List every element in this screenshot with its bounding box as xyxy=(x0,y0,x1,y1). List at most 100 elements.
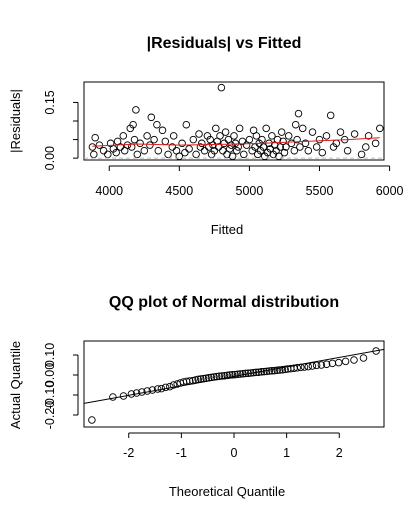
qq-data-point xyxy=(341,357,350,366)
qq-data-point xyxy=(322,360,331,368)
residuals-data-point xyxy=(245,135,254,144)
residuals-data-point xyxy=(195,130,203,138)
residuals-data-point xyxy=(140,146,149,155)
residuals-data-point xyxy=(227,141,235,149)
residuals-data-point xyxy=(293,135,301,144)
residuals-data-point xyxy=(212,124,220,133)
residuals-data-point xyxy=(200,146,209,155)
residuals-data-point xyxy=(196,143,205,151)
qq-y-axis-label: Actual Quantile xyxy=(8,341,23,429)
residuals-data-point xyxy=(235,124,244,133)
residuals-y-tick-label: 0.15 xyxy=(43,90,57,114)
residuals-data-point xyxy=(336,128,345,136)
qq-x-tick-label: 0 xyxy=(231,446,238,460)
residuals-data-point xyxy=(252,132,261,140)
residuals-data-point xyxy=(136,139,144,148)
qq-plot-panel: QQ plot of Normal distribution Theoretic… xyxy=(8,294,385,499)
residuals-data-point xyxy=(291,120,300,129)
residuals-data-point xyxy=(181,148,189,157)
residuals-plot-frame xyxy=(83,81,385,161)
residuals-data-point xyxy=(192,150,200,159)
qq-data-point xyxy=(334,358,343,367)
residuals-data-point xyxy=(214,143,223,151)
residuals-data-point xyxy=(362,143,370,151)
residuals-data-point xyxy=(233,146,241,155)
residuals-chart-title: |Residuals| vs Fitted xyxy=(147,35,302,52)
residuals-data-point xyxy=(90,150,98,159)
residuals-data-point xyxy=(133,150,142,159)
residuals-data-point xyxy=(322,132,331,140)
residuals-data-point xyxy=(88,143,97,151)
residuals-data-point xyxy=(220,139,228,148)
residuals-data-point xyxy=(284,132,293,140)
residuals-data-point xyxy=(169,132,178,140)
residuals-data-point xyxy=(226,145,234,153)
residuals-data-point xyxy=(262,124,270,133)
residuals-data-point xyxy=(150,135,158,144)
qq-reference_line-line xyxy=(83,348,385,404)
qq-data-point xyxy=(233,370,242,378)
residuals-data-point xyxy=(216,132,224,140)
residuals-smooth-line xyxy=(92,137,380,147)
qq-plot-frame xyxy=(83,340,385,428)
residuals-data-point xyxy=(308,128,317,136)
residuals-data-point xyxy=(116,143,125,151)
residuals-data-point xyxy=(95,141,104,149)
residuals-data-point xyxy=(164,150,172,159)
residuals-data-point xyxy=(296,143,304,151)
qq-data-point xyxy=(153,385,162,393)
residuals-data-point xyxy=(104,150,112,159)
qq-data-point xyxy=(270,366,279,375)
qq-plot-marks xyxy=(83,347,385,424)
qq-y-tick-label: 0.10 xyxy=(43,343,57,367)
residuals-y-tick-label: 0.00 xyxy=(43,146,57,170)
residuals-data-point xyxy=(147,113,156,122)
qq-chart-title: QQ plot of Normal distribution xyxy=(109,294,339,311)
qq-data-point xyxy=(359,354,368,362)
residuals-data-point xyxy=(343,146,352,155)
residuals-data-point xyxy=(282,143,290,151)
qq-x-tick-label: -1 xyxy=(176,446,187,460)
qq-data-point xyxy=(226,371,234,379)
qq-y-tick-label: -0.10 xyxy=(43,381,57,410)
qq-data-point xyxy=(312,361,321,370)
residuals-data-point xyxy=(268,132,276,140)
residuals-data-point xyxy=(189,135,198,144)
residuals-data-point xyxy=(217,83,226,92)
qq-x-tick-label: 1 xyxy=(283,446,290,460)
residuals-data-point xyxy=(275,152,283,161)
residuals-data-point xyxy=(230,132,238,140)
residuals-data-point xyxy=(350,130,359,138)
residuals-data-point xyxy=(209,141,217,149)
qq-data-point xyxy=(166,382,174,391)
residuals-data-point xyxy=(161,137,170,146)
residuals-data-point xyxy=(301,139,310,148)
residuals-data-point xyxy=(153,120,161,129)
residuals-x-tick-label: 4500 xyxy=(165,184,193,198)
qq-data-point xyxy=(273,366,281,374)
residuals-data-point xyxy=(168,143,177,151)
residuals-data-point xyxy=(315,135,324,144)
qq-data-point xyxy=(252,368,260,377)
residuals-data-point xyxy=(277,128,286,136)
qq-y-tick-label: 0.00 xyxy=(43,363,57,387)
residuals-data-point xyxy=(294,109,303,118)
residuals-data-point xyxy=(185,145,193,153)
residuals-data-point xyxy=(129,120,137,129)
qq-data-point xyxy=(268,367,276,375)
residuals-data-point xyxy=(221,128,230,136)
residuals-data-point xyxy=(326,111,335,120)
residuals-x-tick-label: 5500 xyxy=(306,184,334,198)
residuals-data-point xyxy=(154,146,163,155)
residuals-x-axis-label: Fitted xyxy=(211,222,244,237)
residuals-y-axis-label: |Residuals| xyxy=(8,89,23,153)
residuals-data-point xyxy=(158,126,167,135)
qq-y-tick-label: -0.20 xyxy=(43,401,57,430)
residuals-data-point xyxy=(178,139,186,148)
residuals-data-point xyxy=(364,132,373,140)
qq-data-point xyxy=(220,372,229,380)
residuals-x-tick-label: 4000 xyxy=(95,184,123,198)
residuals-x-tick-label: 5000 xyxy=(236,184,264,198)
residuals-data-point xyxy=(238,137,247,146)
